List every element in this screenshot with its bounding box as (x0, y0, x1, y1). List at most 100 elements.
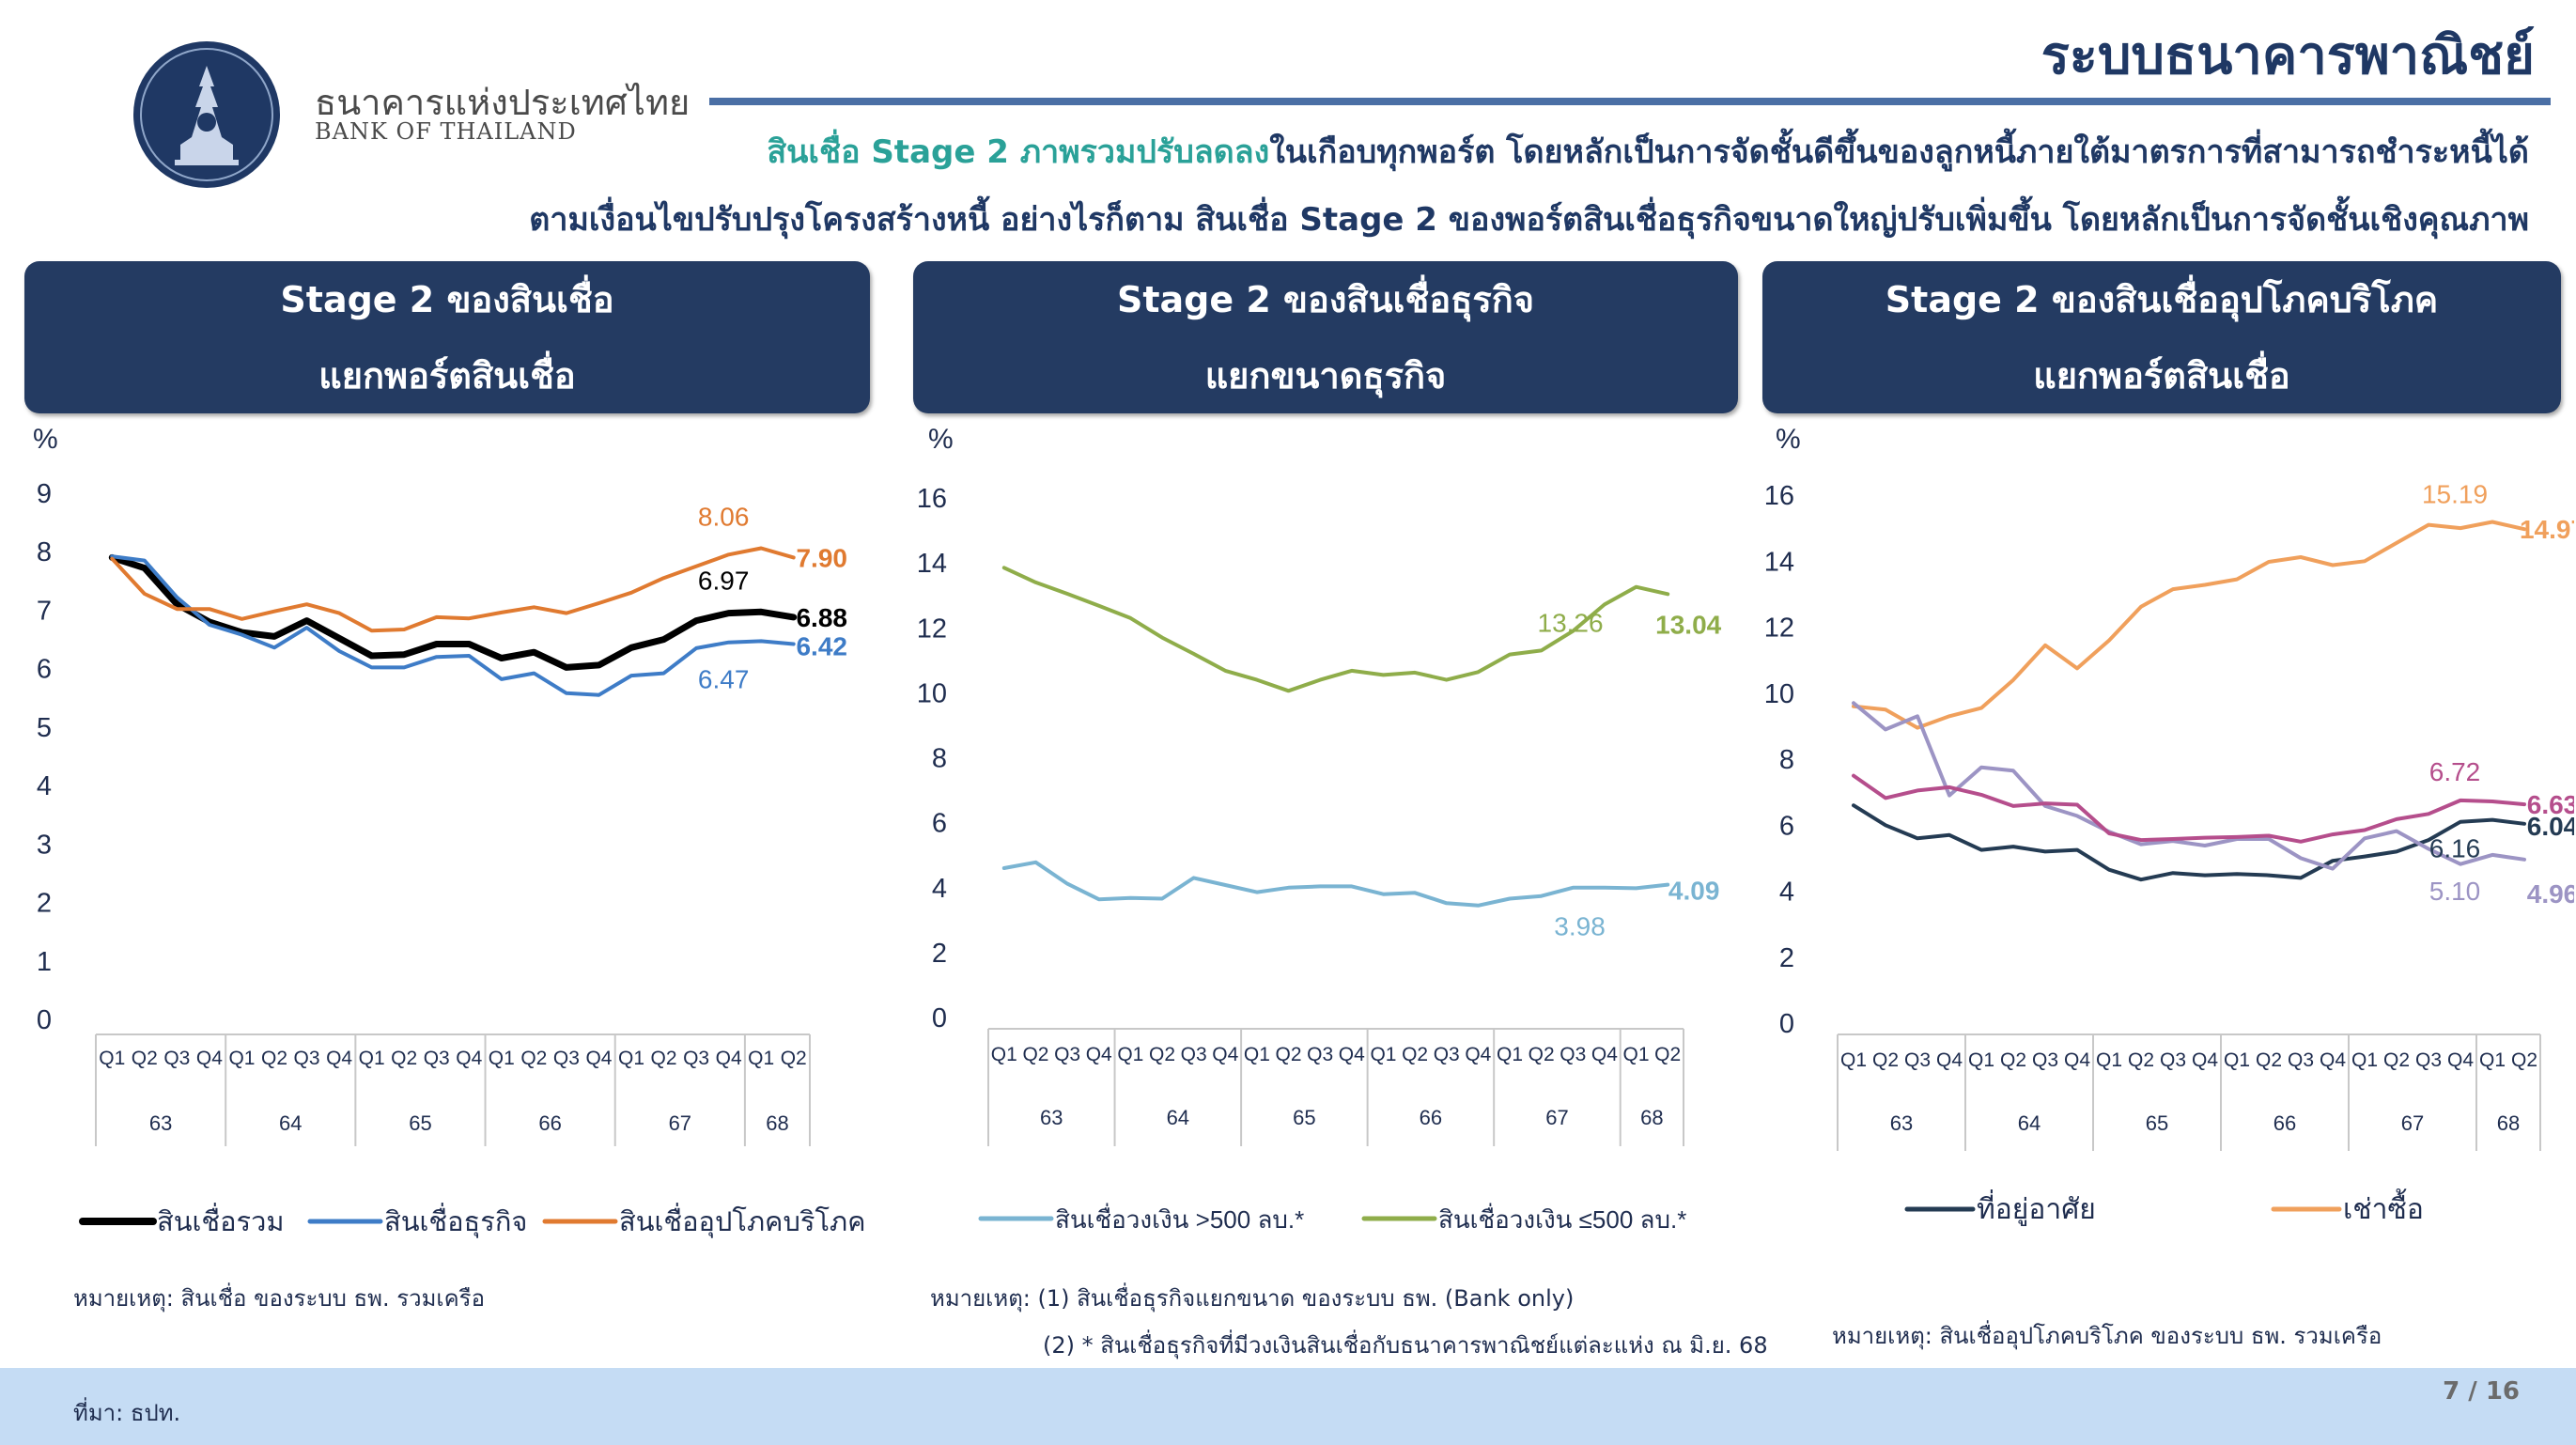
data-label: 3.98 (1554, 911, 1606, 940)
panel-subtitle: แยกขนาดธุรกิจ (1204, 355, 1447, 396)
legend-label: เช่าซื้อ (2343, 1189, 2424, 1225)
data-label: 6.16 (2429, 834, 2481, 863)
x-tick-year-label: 68 (766, 1111, 788, 1135)
y-tick-label: 2 (37, 889, 52, 919)
data-label: 8.06 (698, 502, 750, 531)
y-tick-label: 4 (932, 874, 947, 904)
x-tick-quarter-label: Q2 (2128, 1049, 2154, 1071)
x-tick-year-label: 65 (409, 1111, 431, 1135)
y-tick-label: 5 (37, 713, 52, 743)
series-line (110, 546, 796, 633)
y-tick-label: 8 (37, 537, 52, 567)
data-label: 4.09 (1668, 877, 1720, 906)
subtitle-line-1-text: ในเกือบทุกพอร์ต โดยหลักเป็นการจัดชั้นดีข… (1269, 133, 2529, 171)
y-tick-label: 4 (1779, 878, 1794, 908)
x-tick-quarter-label: Q3 (1560, 1044, 1586, 1065)
x-tick-year-label: 63 (1040, 1106, 1063, 1129)
x-tick-quarter-label: Q1 (99, 1048, 125, 1069)
y-axis-unit-label: % (928, 424, 954, 455)
data-label: 7.90 (796, 543, 847, 572)
x-tick-quarter-label: Q3 (1054, 1044, 1080, 1065)
legend-label: สินเชื่อวงเงิน >500 ลบ.* (1055, 1203, 1304, 1234)
y-tick-label: 7 (37, 596, 52, 626)
y-tick-label: 2 (1779, 943, 1794, 973)
x-tick-quarter-label: Q1 (2096, 1049, 2122, 1071)
note-chart-1: หมายเหตุ: สินเชื่อ ของระบบ ธพ. รวมเครือ (73, 1285, 485, 1312)
data-label: 13.04 (1655, 610, 1721, 639)
x-tick-quarter-label: Q3 (1307, 1044, 1333, 1065)
x-tick-quarter-label: Q4 (196, 1048, 223, 1069)
series-line (1001, 860, 1670, 908)
y-tick-label: 14 (917, 549, 947, 579)
bank-name-thai: ธนาคารแห่งประเทศไทย (315, 82, 691, 123)
x-tick-quarter-label: Q1 (2351, 1049, 2378, 1071)
legend-label: สินเชื่อวงเงิน ≤500 ลบ.* (1438, 1203, 1686, 1234)
subtitle-line-2: ตามเงื่อนไขปรับปรุงโครงสร้างหนี้ อย่างไร… (529, 201, 2529, 239)
y-tick-label: 14 (1764, 547, 1794, 577)
panel-title: Stage 2 ของสินเชื่ออุปโภคบริโภค (1885, 279, 2439, 320)
panel-subtitle: แยกพอร์ตสินเชื่อ (318, 355, 576, 396)
x-tick-quarter-label: Q3 (1434, 1044, 1460, 1065)
y-axis-unit-label: % (33, 424, 58, 455)
x-tick-quarter-label: Q4 (716, 1048, 742, 1069)
x-tick-quarter-label: Q3 (2032, 1049, 2058, 1071)
x-tick-quarter-label: Q2 (2383, 1049, 2410, 1071)
data-label: 6.97 (698, 566, 750, 595)
x-tick-year-label: 65 (2146, 1111, 2168, 1135)
y-tick-label: 8 (932, 744, 947, 774)
data-label: 4.96 (2527, 879, 2574, 909)
series-line (1001, 566, 1670, 693)
x-tick-year-label: 68 (1640, 1106, 1663, 1129)
x-tick-year-label: 64 (1167, 1106, 1189, 1129)
footer-bar (0, 1368, 2576, 1445)
x-tick-year-label: 65 (1293, 1106, 1315, 1129)
y-tick-label: 12 (917, 614, 947, 644)
y-tick-label: 16 (917, 484, 947, 514)
y-tick-label: 0 (932, 1003, 947, 1033)
y-tick-label: 9 (37, 479, 52, 509)
x-tick-quarter-label: Q1 (991, 1044, 1017, 1065)
x-tick-quarter-label: Q3 (2160, 1049, 2186, 1071)
x-tick-quarter-label: Q4 (2192, 1049, 2218, 1071)
x-tick-quarter-label: Q4 (2447, 1049, 2474, 1071)
x-tick-quarter-label: Q3 (1181, 1044, 1207, 1065)
x-tick-quarter-label: Q4 (2320, 1049, 2346, 1071)
x-tick-quarter-label: Q4 (1591, 1044, 1618, 1065)
data-label: 6.42 (796, 632, 847, 661)
y-tick-label: 12 (1764, 614, 1794, 644)
panel-header-consumer: Stage 2 ของสินเชื่ออุปโภคบริโภค แยกพอร์ต… (1762, 261, 2561, 413)
x-tick-quarter-label: Q1 (228, 1048, 255, 1069)
x-tick-quarter-label: Q1 (1370, 1044, 1396, 1065)
x-tick-quarter-label: Q2 (1654, 1044, 1681, 1065)
panel-subtitle: แยกพอร์ตสินเชื่อ (2033, 355, 2290, 396)
x-tick-quarter-label: Q3 (163, 1048, 190, 1069)
x-tick-quarter-label: Q4 (1086, 1044, 1112, 1065)
x-tick-quarter-label: Q2 (781, 1048, 807, 1069)
data-label: 6.88 (796, 603, 847, 632)
note-chart-2-line-2: (2) * สินเชื่อธุรกิจที่มีวงเงินสินเชื่อก… (1043, 1332, 1768, 1359)
data-label: 6.47 (698, 664, 750, 693)
panel-title: Stage 2 ของสินเชื่อธุรกิจ (1116, 279, 1535, 320)
x-tick-quarter-label: Q3 (294, 1048, 320, 1069)
x-tick-quarter-label: Q2 (651, 1048, 677, 1069)
series-line (1852, 701, 2526, 871)
page-title: ระบบธนาคารพาณิชย์ (2041, 25, 2535, 86)
data-label: 13.26 (1538, 609, 1604, 638)
panel-header-total: Stage 2 ของสินเชื่อ แยกพอร์ตสินเชื่อ (24, 261, 870, 413)
y-axis-unit-label: % (1776, 424, 1801, 455)
x-tick-year-label: 67 (1545, 1106, 1568, 1129)
data-label: 6.63 (2527, 790, 2574, 819)
y-tick-label: 2 (932, 939, 947, 969)
series-line (1852, 520, 2526, 730)
x-tick-quarter-label: Q2 (132, 1048, 158, 1069)
panel-header-business: Stage 2 ของสินเชื่อธุรกิจ แยกขนาดธุรกิจ (913, 261, 1738, 413)
x-tick-quarter-label: Q1 (2479, 1049, 2506, 1071)
source-note: ที่มา: ธปท. (73, 1400, 181, 1426)
x-tick-year-label: 67 (669, 1111, 691, 1135)
panel-title: Stage 2 ของสินเชื่อ (280, 279, 614, 320)
y-tick-label: 10 (917, 678, 947, 708)
x-tick-quarter-label: Q1 (618, 1048, 644, 1069)
legend-label: สินเชื่อรวม (157, 1203, 285, 1237)
bank-of-thailand-seal-icon (133, 41, 280, 188)
